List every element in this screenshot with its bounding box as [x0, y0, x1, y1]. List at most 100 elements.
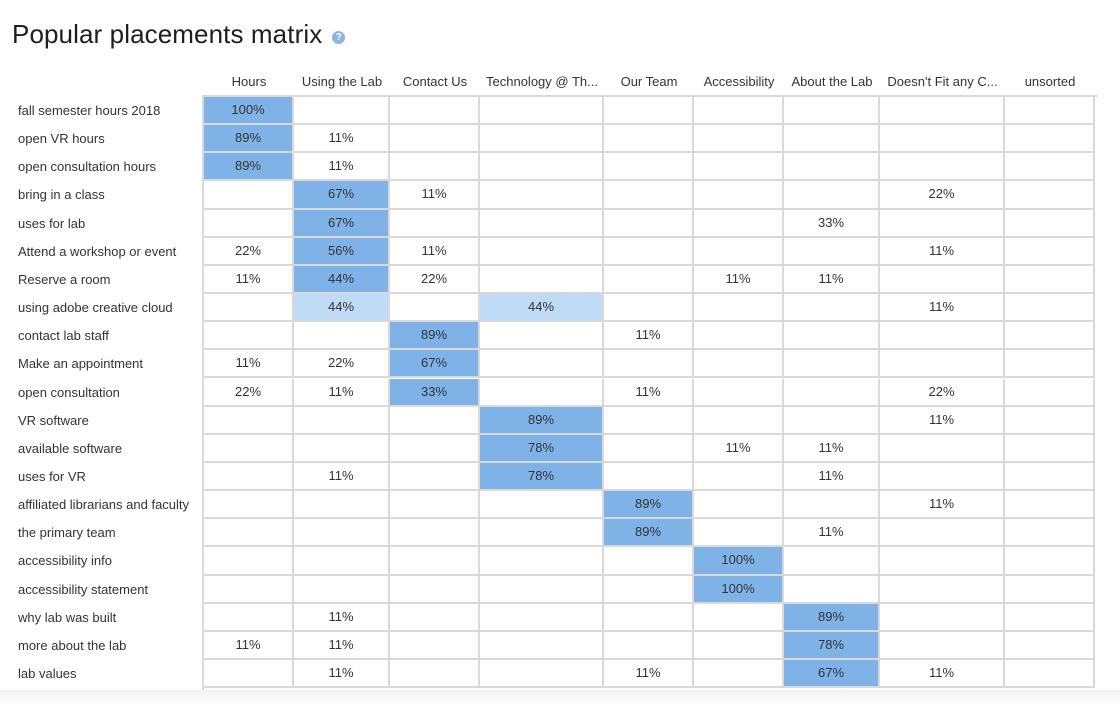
matrix-cell — [694, 322, 784, 351]
matrix-cell: 22% — [880, 181, 1005, 210]
matrix-cell — [604, 631, 694, 660]
matrix-cell — [694, 294, 784, 323]
matrix-cell — [294, 406, 390, 435]
matrix-cell — [1005, 660, 1095, 689]
matrix-cell — [784, 125, 880, 154]
matrix-cell — [604, 181, 694, 210]
matrix-cell — [204, 406, 294, 435]
matrix-cell — [1005, 519, 1095, 548]
row-label: lab values — [18, 666, 77, 681]
matrix-cell: 11% — [604, 322, 694, 351]
matrix-cell — [880, 547, 1005, 576]
matrix-cell: 11% — [294, 462, 390, 492]
matrix-cell: 11% — [390, 237, 480, 266]
matrix-cell — [390, 97, 480, 126]
matrix-cell: 67% — [294, 181, 390, 210]
page-title: Popular placements matrix — [12, 18, 323, 49]
matrix-cell — [204, 322, 294, 351]
matrix-cell — [204, 575, 294, 604]
matrix-cell — [480, 265, 604, 295]
matrix-cell: 100% — [204, 97, 294, 126]
matrix-cell: 11% — [784, 434, 880, 463]
matrix-cell — [204, 547, 294, 576]
matrix-cell — [480, 181, 604, 210]
matrix-cell — [390, 631, 480, 660]
matrix-cell: 89% — [480, 406, 604, 435]
matrix-cell — [694, 350, 784, 379]
matrix-cell — [390, 575, 480, 604]
matrix-cell: 78% — [480, 434, 604, 463]
matrix-cell: 33% — [784, 209, 880, 238]
matrix-cell — [1005, 350, 1095, 379]
matrix-cell — [1005, 575, 1095, 604]
matrix-cell — [694, 631, 784, 660]
matrix-cell — [784, 547, 880, 576]
matrix-cell — [694, 519, 784, 548]
matrix-cell — [694, 462, 784, 492]
matrix-cell — [480, 237, 604, 266]
matrix-cell — [604, 125, 694, 154]
matrix-cell: 44% — [294, 265, 390, 295]
matrix-cell: 11% — [294, 153, 390, 182]
row-label: uses for lab — [18, 215, 86, 231]
matrix-cell — [784, 491, 880, 520]
matrix-cell — [204, 660, 294, 689]
matrix-cell: 11% — [294, 631, 390, 660]
matrix-cell — [784, 294, 880, 323]
matrix-cell — [480, 97, 604, 126]
matrix-cell: 100% — [694, 547, 784, 576]
matrix-cell: 89% — [604, 519, 694, 548]
matrix-cell: 11% — [880, 491, 1005, 520]
matrix-cell: 100% — [694, 575, 784, 604]
matrix-cell — [604, 462, 694, 492]
matrix-cell: 11% — [294, 125, 390, 154]
question-icon[interactable]: ? — [332, 30, 346, 44]
matrix-cell — [294, 97, 390, 126]
row-label: uses for VR — [18, 468, 86, 484]
row-label: VR software — [18, 412, 89, 428]
matrix-cell — [480, 519, 604, 548]
matrix-cell — [1005, 209, 1095, 238]
matrix-cell: 22% — [204, 378, 294, 407]
matrix-cell — [294, 491, 390, 520]
matrix-cell — [784, 153, 880, 182]
matrix-cell — [1005, 294, 1095, 323]
matrix-cell — [1005, 491, 1095, 520]
matrix-cell — [694, 209, 784, 238]
row-label: open VR hours — [18, 131, 105, 147]
matrix-cell — [294, 519, 390, 548]
matrix-cell: 11% — [604, 378, 694, 407]
row-label: available software — [18, 440, 123, 456]
row-label: Attend a workshop or event — [18, 243, 177, 259]
matrix-cell: 22% — [294, 350, 390, 379]
matrix-cell — [694, 406, 784, 435]
matrix-cell: 11% — [880, 237, 1005, 266]
column-header: Contact Us — [402, 74, 468, 89]
matrix-cell — [1005, 181, 1095, 210]
matrix-cell: 67% — [294, 209, 390, 238]
matrix-cell — [1005, 125, 1095, 154]
matrix-cell: 22% — [880, 378, 1005, 407]
matrix-cell: 11% — [604, 660, 694, 689]
matrix-cell — [204, 462, 294, 492]
matrix-cell — [294, 434, 390, 463]
matrix-cell — [880, 462, 1005, 492]
row-label: open consultation — [18, 384, 120, 400]
matrix-cell — [880, 350, 1005, 379]
matrix-cell — [480, 603, 604, 632]
matrix-cell: 11% — [880, 294, 1005, 323]
title-row: Popular placements matrix ? — [12, 16, 346, 52]
matrix-cell — [390, 660, 480, 689]
matrix-cell — [390, 294, 480, 323]
matrix-cell — [604, 237, 694, 266]
matrix-cell: 22% — [390, 265, 480, 295]
matrix-cell — [604, 294, 694, 323]
matrix-cell — [694, 491, 784, 520]
row-label: bring in a class — [18, 187, 105, 203]
column-header: Accessibility — [703, 74, 775, 89]
matrix-cell — [480, 575, 604, 604]
matrix-cell: 11% — [294, 660, 390, 689]
matrix-cell: 78% — [480, 462, 604, 492]
matrix-cell: 11% — [784, 462, 880, 492]
matrix-cell — [390, 519, 480, 548]
